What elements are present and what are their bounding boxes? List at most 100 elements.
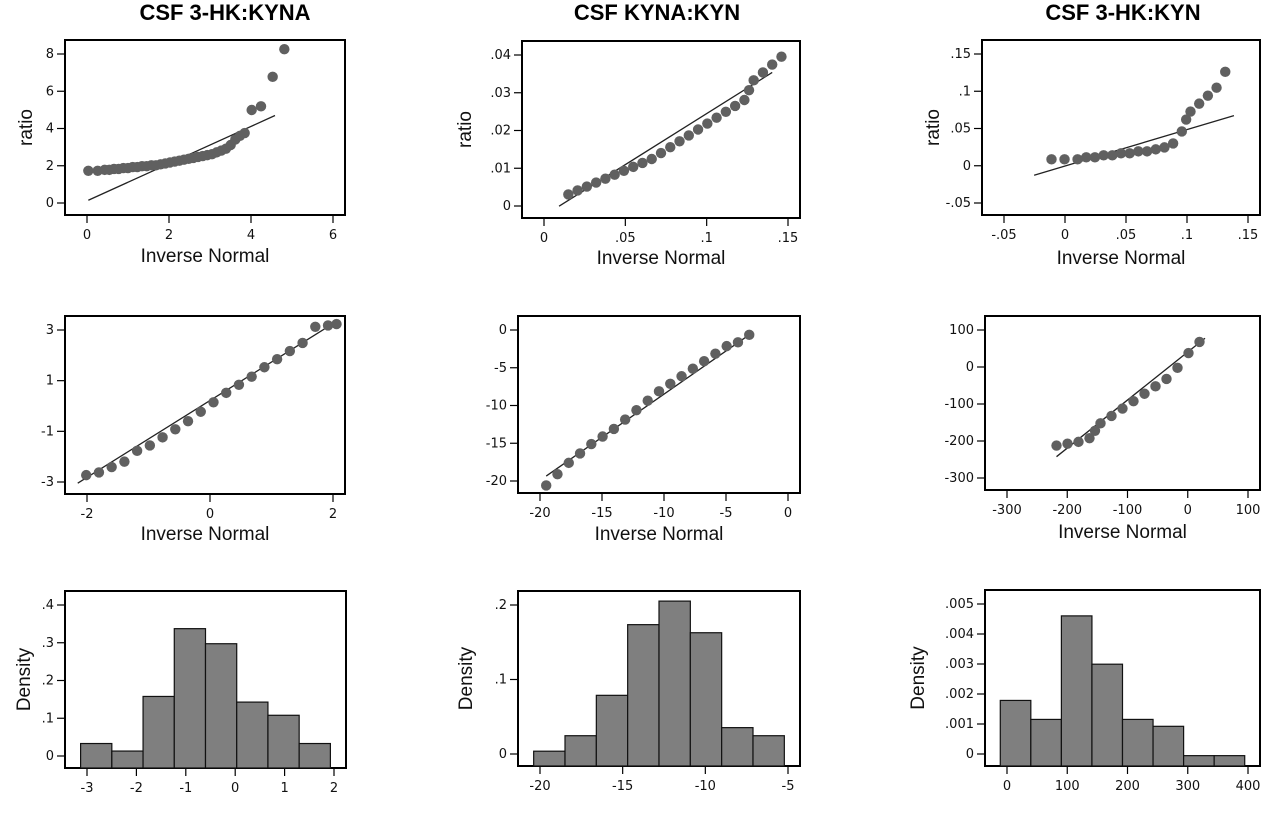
data-point bbox=[1106, 410, 1117, 422]
data-point bbox=[1124, 148, 1135, 159]
plot-frame bbox=[517, 315, 801, 494]
y-tick-label: .05 bbox=[950, 122, 971, 137]
data-point bbox=[1176, 126, 1188, 137]
histogram-bar bbox=[236, 701, 269, 769]
data-point bbox=[1180, 114, 1192, 125]
chart-panel-9: 0 .001 .002 .003 .004 .005 0 100 200 300 400 Densit… bbox=[908, 589, 1261, 794]
x-tick-label: 6 bbox=[329, 228, 337, 243]
y-axis-label: ratio bbox=[16, 109, 37, 146]
y-tick-label: .1 bbox=[959, 84, 971, 99]
data-point bbox=[297, 337, 308, 349]
y-tick-label: -20 bbox=[486, 474, 507, 489]
data-point bbox=[692, 124, 704, 135]
data-point bbox=[1081, 152, 1092, 163]
data-point bbox=[608, 423, 620, 435]
data-point bbox=[1051, 440, 1062, 451]
x-tick-label: -2 bbox=[81, 507, 94, 522]
x-tick-label: 100 bbox=[1055, 779, 1080, 794]
histogram-bar bbox=[1060, 615, 1093, 767]
data-point bbox=[106, 461, 117, 473]
x-tick-label: 0 bbox=[206, 507, 214, 522]
histogram-bar bbox=[204, 643, 238, 769]
y-tick-label: .005 bbox=[945, 597, 974, 612]
data-point bbox=[646, 153, 657, 165]
y-tick-label: -1 bbox=[41, 424, 54, 439]
x-axis-label: Inverse Normal bbox=[597, 248, 726, 269]
x-tick-label: 400 bbox=[1236, 779, 1261, 794]
histogram-bar bbox=[752, 735, 785, 767]
data-point bbox=[157, 432, 168, 443]
y-tick-label: .2 bbox=[42, 674, 54, 689]
data-point bbox=[597, 431, 608, 442]
x-tick-label: 200 bbox=[1115, 779, 1140, 794]
column-title-2: CSF KYNA:KYN bbox=[573, 0, 741, 25]
data-point bbox=[631, 404, 642, 416]
data-point bbox=[628, 161, 639, 173]
histogram-bar bbox=[111, 750, 144, 769]
data-point bbox=[1183, 347, 1194, 359]
y-axis-label: ratio bbox=[455, 111, 476, 148]
x-tick-label: .15 bbox=[1238, 228, 1259, 243]
x-tick-label: 4 bbox=[247, 228, 255, 243]
data-point bbox=[1150, 381, 1161, 392]
histogram-bar bbox=[1030, 718, 1062, 767]
y-tick-label: .003 bbox=[945, 657, 974, 672]
x-tick-label: -5 bbox=[782, 779, 795, 794]
data-point bbox=[1133, 146, 1144, 157]
y-tick-label: 8 bbox=[46, 47, 54, 62]
x-tick-label: 0 bbox=[784, 506, 792, 521]
data-point bbox=[574, 448, 586, 459]
x-tick-label: -5 bbox=[720, 506, 733, 521]
data-point bbox=[1073, 436, 1084, 448]
data-point bbox=[739, 94, 750, 106]
x-tick-label: -20 bbox=[529, 779, 550, 794]
y-tick-label: .1 bbox=[42, 711, 54, 726]
x-tick-label: 0 bbox=[1003, 779, 1011, 794]
reference-line bbox=[77, 323, 333, 484]
data-point bbox=[246, 371, 257, 382]
chart-panel-2: 0 .01 .02 .03 .04 0 .05 .1 .15 Inverse Normal rati… bbox=[455, 40, 801, 269]
data-point bbox=[1098, 150, 1109, 161]
y-tick-label: .1 bbox=[495, 673, 507, 688]
data-point bbox=[619, 414, 631, 425]
x-tick-label: .05 bbox=[615, 231, 636, 246]
x-tick-label: 2 bbox=[330, 781, 338, 796]
y-tick-label: .01 bbox=[490, 161, 511, 176]
data-point bbox=[144, 440, 156, 451]
data-point bbox=[642, 395, 653, 406]
data-point bbox=[1128, 395, 1139, 407]
plot-frame bbox=[984, 315, 1261, 491]
data-point bbox=[1117, 403, 1128, 414]
data-point bbox=[119, 456, 130, 467]
x-tick-label: -3 bbox=[81, 781, 94, 796]
data-point bbox=[131, 445, 143, 457]
histogram-bar bbox=[595, 694, 629, 767]
histogram-bar bbox=[1183, 755, 1215, 767]
data-point bbox=[744, 329, 755, 341]
data-point bbox=[552, 468, 563, 480]
data-point bbox=[1059, 154, 1070, 165]
y-tick-label: .03 bbox=[490, 86, 511, 101]
data-point bbox=[748, 75, 759, 86]
histogram-bar bbox=[627, 624, 660, 767]
plot-frame bbox=[64, 315, 346, 495]
x-tick-label: 300 bbox=[1175, 779, 1200, 794]
y-tick-label: .3 bbox=[42, 636, 54, 651]
data-point bbox=[1139, 388, 1150, 399]
data-point bbox=[776, 51, 787, 62]
y-tick-label: -5 bbox=[494, 361, 507, 376]
histogram-bar bbox=[689, 632, 723, 767]
y-tick-label: -200 bbox=[944, 434, 974, 449]
data-point bbox=[310, 321, 321, 332]
x-tick-label: 0 bbox=[540, 231, 548, 246]
data-point bbox=[563, 189, 574, 200]
x-tick-label: 2 bbox=[165, 228, 173, 243]
data-point bbox=[271, 353, 283, 365]
y-tick-label: .15 bbox=[950, 47, 971, 62]
column-title-3: CSF 3-HK:KYN bbox=[1045, 0, 1201, 25]
data-point bbox=[1084, 432, 1095, 444]
plot-frame bbox=[64, 39, 346, 216]
data-point bbox=[81, 469, 92, 481]
x-tick-label: -300 bbox=[992, 503, 1022, 518]
chart-panel-6: -300 -200 -100 0 100 -300 -200 -100 0 100 Inverse … bbox=[944, 315, 1261, 543]
